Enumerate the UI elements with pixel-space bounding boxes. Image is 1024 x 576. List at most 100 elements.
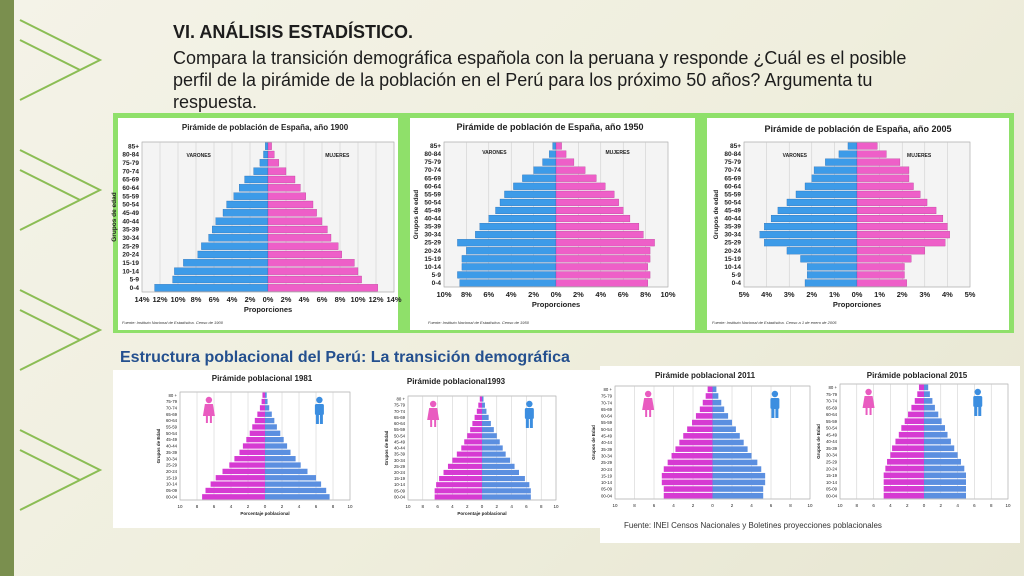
chart-3-x-tick-label: 1%: [874, 290, 885, 299]
chart-3-bar-mujeres: [856, 190, 921, 198]
chart-7-bar-mujeres: [895, 438, 924, 445]
chart-2-source-note: Fuente: Instituto Nacional de Estadístic…: [428, 320, 530, 325]
chart-5-bar-mujeres: [478, 402, 482, 408]
chart-1-category-label: 10-14: [122, 268, 139, 275]
chart-6-female-icon-leg: [645, 410, 648, 417]
chart-5-bar-mujeres: [434, 488, 482, 494]
chart-2-x-tick-label: 4%: [595, 290, 606, 299]
chart-7-x-tick-label: 8: [856, 503, 859, 508]
chart-3-x-tick-label: 4%: [761, 290, 772, 299]
chart-3-bar-varones: [786, 247, 858, 255]
chart-5-bar-mujeres: [443, 469, 482, 476]
chart-4-bar-hombres: [265, 436, 284, 443]
chart-1-left-side-label: VARONES: [187, 153, 212, 159]
chart-5-bar-hombres: [482, 414, 489, 420]
chart-3-category-label: 30-34: [724, 232, 741, 239]
chart-4-category-label: 75-79: [166, 399, 178, 404]
chart-4-bar-mujeres: [252, 424, 265, 430]
chart-5-category-label: 30-34: [394, 458, 406, 463]
chart-6-bar-hombres: [712, 433, 740, 439]
chart-2-bar-varones: [461, 255, 557, 263]
chart-2-category-label: 10-14: [424, 264, 441, 271]
chart-4-x-tick-label: 0: [264, 504, 267, 509]
chart-7-bar-hombres: [924, 486, 966, 492]
chart-6-bar-mujeres: [671, 453, 713, 459]
chart-4-bar-hombres: [265, 424, 277, 430]
chart-5-bar-mujeres: [447, 463, 482, 469]
chart-5-bar-hombres: [482, 451, 506, 457]
chart-6-bar-hombres: [712, 426, 736, 432]
chart-6-bar-mujeres: [692, 419, 713, 426]
chart-7-male-icon-body: [973, 396, 983, 407]
chart-1-bar-varones: [263, 150, 269, 159]
chart-4-category-label: 40-44: [166, 444, 178, 449]
chart-1-category-label: 20-24: [122, 252, 139, 259]
chart-1-right-side-label: MUJERES: [325, 153, 350, 159]
chart-5-bar-hombres: [482, 439, 500, 445]
chart-4-category-label: 65-69: [166, 412, 178, 417]
chart-5-category-label: 05-09: [394, 488, 406, 493]
chart-3-category-label: 20-24: [724, 248, 741, 255]
chart-6-category-label: 30-34: [601, 453, 613, 458]
chart-2-x-tick-label: 2%: [573, 290, 584, 299]
chart-1-x-tick-label: 14%: [386, 295, 401, 304]
chart-3-bar-varones: [813, 166, 858, 174]
chart-4-bar-mujeres: [210, 481, 265, 487]
chart-5-male-icon: [526, 400, 533, 408]
chart-1-category-label: 75-79: [122, 160, 139, 167]
chart-3-bar-mujeres: [856, 198, 928, 206]
chart-5-male-icon-body: [524, 408, 534, 419]
chart-2-bar-mujeres: [555, 279, 648, 287]
chart-4-bar-mujeres: [239, 449, 265, 456]
chart-7-category-label: 75-79: [826, 392, 838, 397]
chart-3-category-label: 45-49: [724, 207, 741, 214]
chart-1-x-tick-label: 6%: [209, 295, 220, 304]
chart-2-bar-varones: [495, 206, 557, 215]
chart-6-bar-hombres: [712, 413, 729, 419]
chart-3-category-label: 60-64: [724, 183, 741, 190]
chart-4-bar-mujeres: [229, 462, 265, 468]
chart-2-bar-mujeres: [555, 255, 651, 263]
chart-5-category-label: 10-14: [394, 482, 406, 487]
chart-6-category-label: 40-44: [601, 440, 613, 445]
chart-7-category-label: 45-49: [826, 432, 838, 437]
chart-3-bar-mujeres: [856, 174, 910, 182]
chart-4-bar-mujeres: [257, 411, 265, 417]
chart-1-category-label: 80-84: [122, 152, 139, 159]
chart-4-x-tick-label: 10: [177, 504, 183, 509]
chart-1-x-tick-label: 2%: [281, 295, 292, 304]
chart-3-bar-varones: [786, 198, 858, 206]
chart-5-x-tick-label: 6: [436, 504, 439, 509]
chart-6-category-label: 45-49: [601, 434, 613, 439]
chart-5-category-label: 65-69: [394, 415, 406, 420]
chart-3-category-label: 55-59: [724, 191, 741, 198]
chart-7-bar-hombres: [924, 411, 939, 418]
peru-section-title: Estructura poblacional del Perú: La tran…: [120, 349, 570, 366]
chart-7-x-tick-label: 0: [923, 503, 926, 508]
chart-2-x-tick-label: 10%: [660, 290, 675, 299]
chart-7-category-label: 55-59: [826, 419, 838, 424]
chart-5-x-tick-label: 10: [553, 504, 559, 509]
chart-5-category-label: 25-29: [394, 464, 406, 469]
chart-4-bar-mujeres: [215, 475, 265, 481]
chart-6-female-icon: [644, 390, 652, 398]
chart-6-bar-hombres: [712, 486, 764, 492]
chart-2-x-tick-label: 8%: [640, 290, 651, 299]
chart-6-bar-hombres: [712, 439, 744, 446]
chart-6-bar-hombres: [712, 406, 725, 413]
chart-2-bar-mujeres: [555, 223, 640, 231]
chart-4-female-icon-leg: [209, 416, 212, 423]
chart-6-bar-hombres: [712, 459, 758, 466]
chart-3-bar-mujeres: [856, 142, 878, 150]
chart-2-category-label: 30-34: [424, 232, 441, 239]
chart-6-male-icon-body: [770, 398, 780, 409]
chart-7-bar-mujeres: [892, 445, 924, 452]
chart-6-bar-mujeres: [702, 399, 713, 406]
chart-5-x-tick-label: 4: [451, 504, 454, 509]
chart-2-x-tick-label: 4%: [506, 290, 517, 299]
chart-2-category-label: 80-84: [424, 151, 441, 158]
chart-5-category-label: 00-04: [394, 494, 406, 499]
chart-7-bar-mujeres: [883, 472, 924, 479]
chart-6-bar-hombres: [712, 453, 752, 459]
chart-4-y-axis-label: Grupos de Edad: [156, 428, 161, 463]
